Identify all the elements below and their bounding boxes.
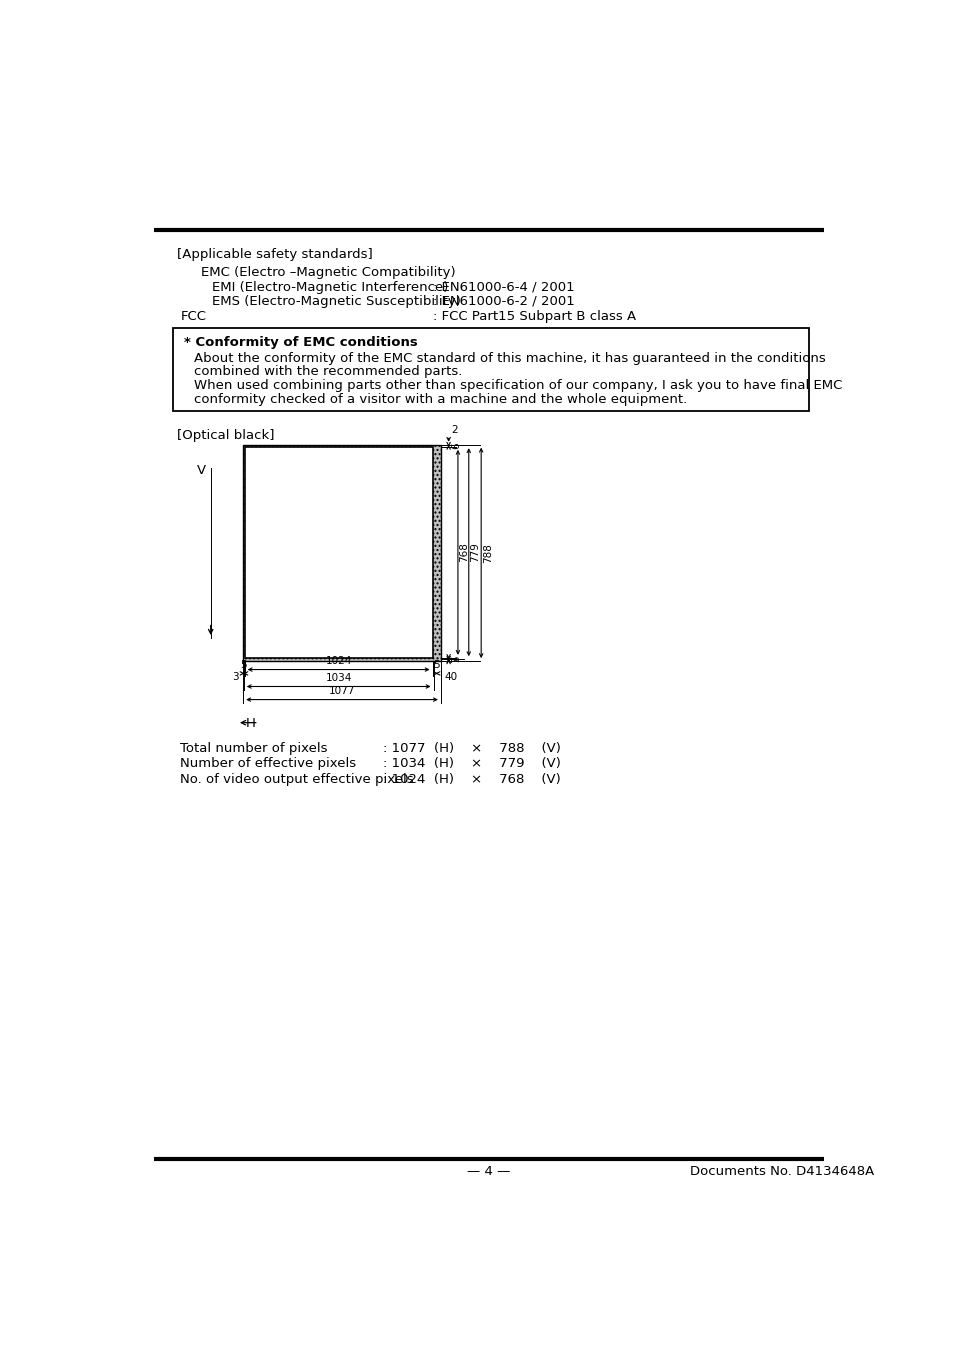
Text: 7: 7 xyxy=(451,657,460,663)
Text: 40: 40 xyxy=(443,671,456,682)
Text: Documents No. D4134648A: Documents No. D4134648A xyxy=(689,1165,873,1178)
Text: No. of video output effective pixels: No. of video output effective pixels xyxy=(179,773,413,786)
Text: Total number of pixels: Total number of pixels xyxy=(179,742,327,755)
Text: 1077: 1077 xyxy=(329,686,355,696)
Text: H: H xyxy=(245,716,255,730)
Text: EMS (Electro-Magnetic Susceptibility): EMS (Electro-Magnetic Susceptibility) xyxy=(212,295,460,308)
Text: : 1077  (H)    ×    788    (V): : 1077 (H) × 788 (V) xyxy=(382,742,560,755)
Text: — 4 —: — 4 — xyxy=(467,1165,510,1178)
Text: 788: 788 xyxy=(482,543,492,563)
Bar xyxy=(243,444,440,661)
Bar xyxy=(173,328,808,411)
Text: 5: 5 xyxy=(240,659,247,670)
Text: : 1024  (H)    ×    768    (V): : 1024 (H) × 768 (V) xyxy=(382,773,560,786)
Text: EMI (Electro-Magnetic Interference): EMI (Electro-Magnetic Interference) xyxy=(212,281,448,293)
Bar xyxy=(245,447,432,658)
Text: V: V xyxy=(196,463,206,477)
Text: conformity checked of a visitor with a machine and the whole equipment.: conformity checked of a visitor with a m… xyxy=(194,393,687,407)
Text: 6: 6 xyxy=(451,443,460,449)
Text: : EN61000-6-4 / 2001: : EN61000-6-4 / 2001 xyxy=(433,281,574,293)
Text: About the conformity of the EMC standard of this machine, it has guaranteed in t: About the conformity of the EMC standard… xyxy=(194,351,825,365)
Text: EMC (Electro –Magnetic Compatibility): EMC (Electro –Magnetic Compatibility) xyxy=(200,266,455,280)
Text: FCC: FCC xyxy=(181,309,207,323)
Text: : EN61000-6-2 / 2001: : EN61000-6-2 / 2001 xyxy=(433,295,575,308)
Text: Number of effective pixels: Number of effective pixels xyxy=(179,758,355,770)
Text: 5: 5 xyxy=(433,659,439,670)
Text: 779: 779 xyxy=(470,542,479,562)
Text: 768: 768 xyxy=(459,542,469,562)
Text: 1034: 1034 xyxy=(325,673,352,682)
Text: When used combining parts other than specification of our company, I ask you to : When used combining parts other than spe… xyxy=(194,380,841,392)
Text: combined with the recommended parts.: combined with the recommended parts. xyxy=(194,365,462,378)
Text: [Applicable safety standards]: [Applicable safety standards] xyxy=(177,249,373,261)
Text: 1024: 1024 xyxy=(325,657,352,666)
Text: 3: 3 xyxy=(232,671,238,682)
Text: : 1034  (H)    ×    779    (V): : 1034 (H) × 779 (V) xyxy=(382,758,560,770)
Text: 2: 2 xyxy=(451,424,457,435)
Text: : FCC Part15 Subpart B class A: : FCC Part15 Subpart B class A xyxy=(433,309,636,323)
Text: * Conformity of EMC conditions: * Conformity of EMC conditions xyxy=(183,336,416,349)
Text: 5: 5 xyxy=(451,655,460,662)
Text: [Optical black]: [Optical black] xyxy=(177,430,274,442)
